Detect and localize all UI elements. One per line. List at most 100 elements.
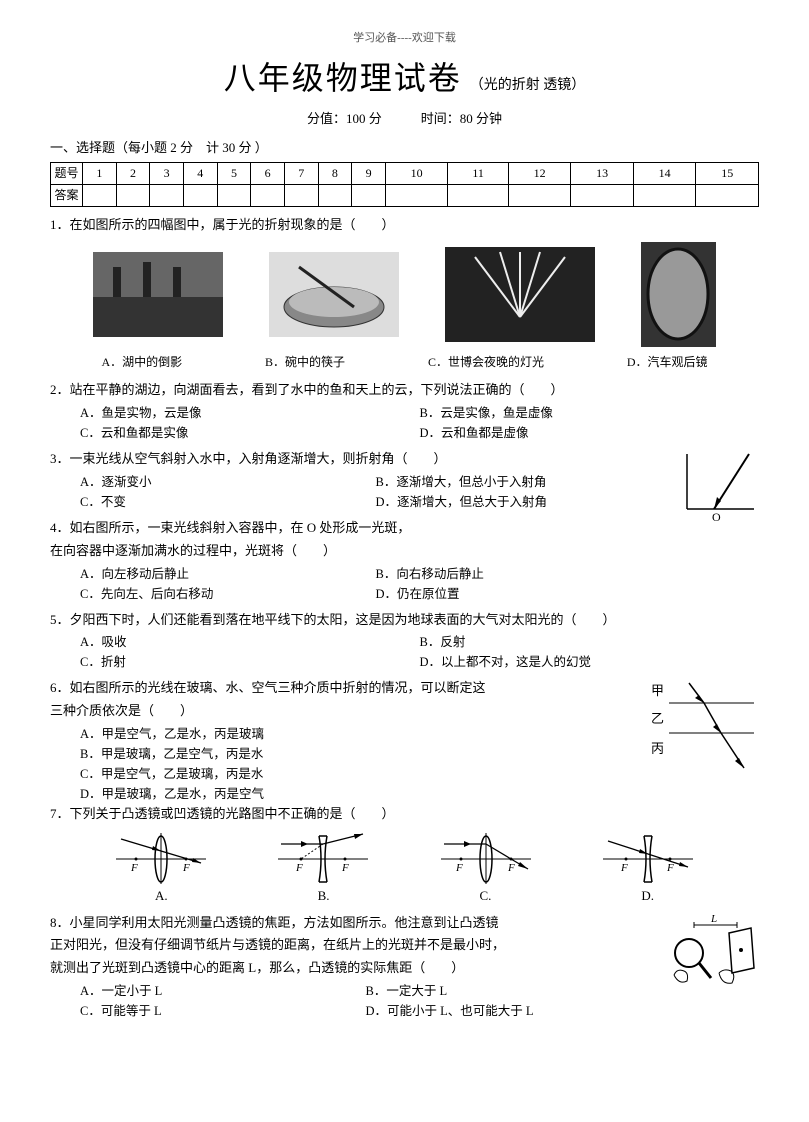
q8-opt-c: C．可能等于 L (80, 1001, 366, 1021)
subtitle: （光的折射 透镜） (470, 75, 586, 97)
q8-fig-label: L (710, 913, 717, 925)
q8-options: A．一定小于 L B．一定大于 L C．可能等于 L D．可能小于 L、也可能大… (50, 981, 651, 1021)
q4-fig-label: O (712, 510, 721, 524)
q3-text: 3．一束光线从空气斜射入水中，入射角逐渐增大，则折射角（ ） (50, 449, 671, 470)
grid-ans (150, 185, 184, 207)
grid-label-num: 题号 (51, 163, 83, 185)
question-3: 3．一束光线从空气斜射入水中，入射角逐渐增大，则折射角（ ） A．逐渐变小 B．… (50, 449, 671, 512)
grid-ans (633, 185, 696, 207)
q5-text: 5．夕阳西下时，人们还能看到落在地平线下的太阳，这是因为地球表面的大气对太阳光的… (50, 610, 759, 631)
q3-opt-a: A．逐渐变小 (80, 472, 376, 492)
svg-text:F: F (182, 862, 190, 874)
q8-text3: 就测出了光斑到凸透镜中心的距离 L，那么，凸透镜的实际焦距（ ） (50, 958, 651, 979)
q6-text2: 三种介质依次是（ ） (50, 701, 641, 722)
grid-col: 5 (217, 163, 251, 185)
q7-lens-b: F F (273, 829, 373, 884)
q4-text: 4．如右图所示，一束光线斜射入容器中，在 O 处形成一光斑， (50, 518, 671, 539)
q6-opt-a: A．甲是空气，乙是水，丙是玻璃 (80, 724, 641, 744)
q6-figure: 甲 乙 丙 (649, 678, 759, 773)
grid-ans (251, 185, 285, 207)
grid-col: 11 (448, 163, 508, 185)
grid-col: 15 (696, 163, 759, 185)
q3-opt-d: D．逐渐增大，但总大于入射角 (376, 492, 672, 512)
q1-label-c: C．世博会夜晚的灯光 (428, 353, 544, 372)
q4-opt-d: D．仍在原位置 (376, 584, 672, 604)
q7-lens-c: F F (436, 829, 536, 884)
q1-labels: A．湖中的倒影 B．碗中的筷子 C．世博会夜晚的灯光 D．汽车观后镜 (50, 353, 759, 372)
q3-opt-c: C．不变 (80, 492, 376, 512)
q6-options: A．甲是空气，乙是水，丙是玻璃 B．甲是玻璃，乙是空气，丙是水 C．甲是空气，乙… (50, 724, 641, 804)
q2-text: 2．站在平静的湖边，向湖面看去，看到了水中的鱼和天上的云，下列说法正确的（ ） (50, 380, 759, 401)
q1-images (50, 242, 759, 347)
q8-figure: L (659, 913, 759, 998)
grid-label-ans: 答案 (51, 185, 83, 207)
q2-options: A．鱼是实物，云是像 B．云是实像，鱼是虚像 C．云和鱼都是实像 D．云和鱼都是… (50, 403, 759, 443)
grid-ans (318, 185, 352, 207)
grid-col: 14 (633, 163, 696, 185)
q5-opt-b: B．反射 (420, 632, 760, 652)
q1-img-a (93, 252, 223, 337)
q1-text: 1．在如图所示的四幅图中，属于光的折射现象的是（ ） (50, 215, 759, 236)
q3-opt-b: B．逐渐增大，但总小于入射角 (376, 472, 672, 492)
grid-ans (284, 185, 318, 207)
grid-ans (217, 185, 251, 207)
q8-opt-d: D．可能小于 L、也可能大于 L (366, 1001, 652, 1021)
q6-label-bot: 丙 (651, 741, 664, 756)
q7-text: 7．下列关于凸透镜或凹透镜的光路图中不正确的是（ ） (50, 804, 759, 825)
grid-ans (83, 185, 117, 207)
question-7: 7．下列关于凸透镜或凹透镜的光路图中不正确的是（ ） F F F F (50, 804, 759, 907)
q1-label-d: D．汽车观后镜 (627, 353, 708, 372)
answer-grid: 题号 1 2 3 4 5 6 7 8 9 10 11 12 13 14 15 答… (50, 162, 759, 207)
grid-col: 7 (284, 163, 318, 185)
q6-opt-c: C．甲是空气，乙是玻璃，丙是水 (80, 764, 641, 784)
q7-lens-a: F F (111, 829, 211, 884)
svg-text:F: F (130, 862, 138, 874)
q8-opt-b: B．一定大于 L (366, 981, 652, 1001)
q3-q4-block: 3．一束光线从空气斜射入水中，入射角逐渐增大，则折射角（ ） A．逐渐变小 B．… (50, 449, 759, 609)
grid-row-numbers: 题号 1 2 3 4 5 6 7 8 9 10 11 12 13 14 15 (51, 163, 759, 185)
grid-row-answers: 答案 (51, 185, 759, 207)
q1-img-d (641, 242, 716, 347)
q7-label-b: B. (318, 886, 330, 907)
grid-ans (183, 185, 217, 207)
q6-opt-d: D．甲是玻璃，乙是水，丙是空气 (80, 784, 641, 804)
q4-opt-b: B．向右移动后静止 (376, 564, 672, 584)
q6-text: 6．如右图所示的光线在玻璃、水、空气三种介质中折射的情况，可以断定这 (50, 678, 641, 699)
q5-options: A．吸收 B．反射 C．折射 D．以上都不对，这是人的幻觉 (50, 632, 759, 672)
grid-ans (448, 185, 508, 207)
q4-text2: 在向容器中逐渐加满水的过程中，光斑将（ ） (50, 541, 671, 562)
q2-opt-d: D．云和鱼都是虚像 (420, 423, 760, 443)
q7-labels: A. B. C. D. (50, 886, 759, 907)
q4-figure: O (679, 449, 759, 524)
question-8: 8．小星同学利用太阳光测量凸透镜的焦距，方法如图所示。他注意到让凸透镜 正对阳光… (50, 913, 759, 1021)
grid-col: 6 (251, 163, 285, 185)
svg-text:F: F (666, 862, 674, 874)
header-note: 学习必备----欢迎下载 (50, 30, 759, 48)
q2-opt-c: C．云和鱼都是实像 (80, 423, 420, 443)
exam-info: 分值：100 分 时间：80 分钟 (50, 109, 759, 130)
q7-label-a: A. (155, 886, 168, 907)
grid-col: 13 (571, 163, 634, 185)
grid-col: 3 (150, 163, 184, 185)
q4-options: A．向左移动后静止 B．向右移动后静止 C．先向左、后向右移动 D．仍在原位置 (50, 564, 671, 604)
q7-label-d: D. (641, 886, 654, 907)
q5-opt-c: C．折射 (80, 652, 420, 672)
grid-col: 1 (83, 163, 117, 185)
grid-col: 4 (183, 163, 217, 185)
q6-label-mid: 乙 (651, 711, 664, 726)
q4-opt-c: C．先向左、后向右移动 (80, 584, 376, 604)
main-title: 八年级物理试卷 (224, 53, 462, 104)
q1-img-c (445, 247, 595, 342)
q8-text: 8．小星同学利用太阳光测量凸透镜的焦距，方法如图所示。他注意到让凸透镜 (50, 913, 651, 934)
q1-label-b: B．碗中的筷子 (265, 353, 345, 372)
grid-ans (352, 185, 386, 207)
grid-col: 9 (352, 163, 386, 185)
svg-text:F: F (507, 862, 515, 874)
question-5: 5．夕阳西下时，人们还能看到落在地平线下的太阳，这是因为地球表面的大气对太阳光的… (50, 610, 759, 673)
q6-label-top: 甲 (651, 683, 664, 698)
grid-col: 12 (508, 163, 571, 185)
question-2: 2．站在平静的湖边，向湖面看去，看到了水中的鱼和天上的云，下列说法正确的（ ） … (50, 380, 759, 443)
q7-lens-row: F F F F F F (50, 829, 759, 884)
grid-col: 10 (385, 163, 448, 185)
q2-opt-b: B．云是实像，鱼是虚像 (420, 403, 760, 423)
